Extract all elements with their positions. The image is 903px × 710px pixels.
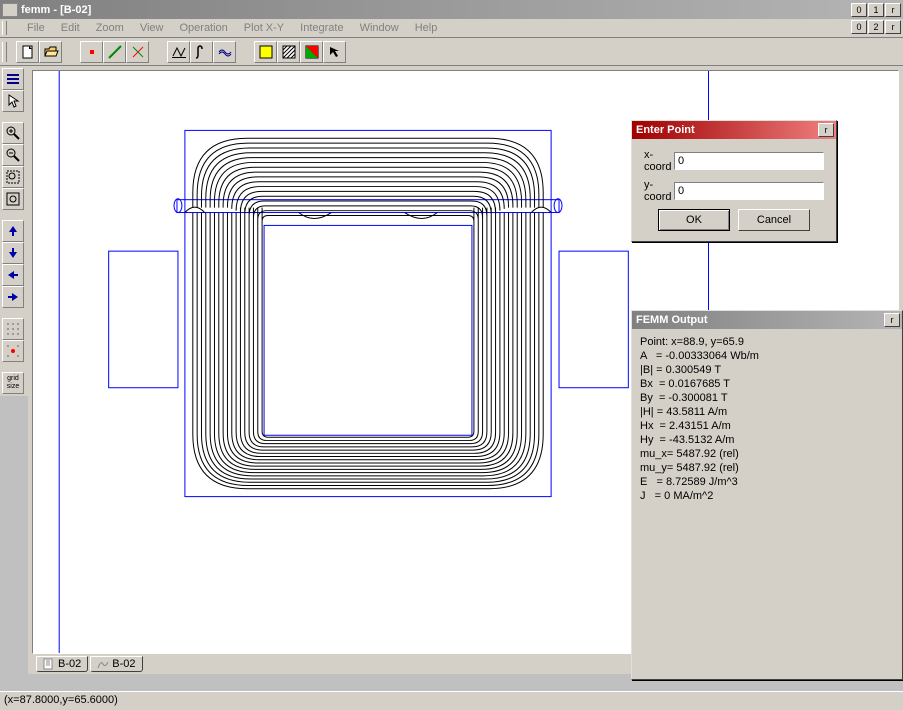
cancel-button[interactable]: Cancel bbox=[738, 209, 810, 231]
ycoord-input[interactable] bbox=[674, 182, 824, 200]
xcoord-input[interactable] bbox=[674, 152, 824, 170]
point-mode-button[interactable] bbox=[80, 41, 103, 63]
tab-label-2: B-02 bbox=[112, 658, 135, 670]
maximize-button[interactable]: 1 bbox=[868, 3, 884, 17]
window-controls: 0 1 r bbox=[851, 3, 901, 17]
output-line: A = -0.00333064 Wb/m bbox=[640, 349, 894, 363]
output-line: |H| = 43.5811 A/m bbox=[640, 405, 894, 419]
enter-point-titlebar[interactable]: Enter Point r bbox=[632, 121, 836, 139]
open-file-button[interactable] bbox=[39, 41, 62, 63]
menu-integrate[interactable]: Integrate bbox=[293, 20, 350, 36]
enter-point-dialog: Enter Point r x-coord y-coord OK Cancel bbox=[631, 120, 837, 242]
arrow-button[interactable] bbox=[323, 41, 346, 63]
coil-left bbox=[109, 251, 178, 388]
menu-file[interactable]: File bbox=[20, 20, 52, 36]
femm-output-close-button[interactable]: r bbox=[884, 313, 900, 327]
minimize-button[interactable]: 0 bbox=[851, 3, 867, 17]
output-line: Hx = 2.43151 A/m bbox=[640, 419, 894, 433]
pointer-tool-button[interactable] bbox=[2, 90, 24, 112]
enter-point-title: Enter Point bbox=[634, 124, 818, 136]
left-toolbar: gridsize bbox=[0, 66, 28, 396]
ok-button[interactable]: OK bbox=[658, 209, 730, 231]
core-inner bbox=[264, 225, 472, 435]
menu-view[interactable]: View bbox=[133, 20, 171, 36]
mdi-window-controls: 0 2 r bbox=[851, 20, 901, 34]
mesh-mode-button[interactable] bbox=[213, 41, 236, 63]
mdi-close-button[interactable]: r bbox=[885, 20, 901, 34]
move-left-button[interactable] bbox=[2, 264, 24, 286]
grid-size-button[interactable]: gridsize bbox=[2, 372, 24, 394]
menu-edit[interactable]: Edit bbox=[54, 20, 87, 36]
move-up-button[interactable] bbox=[2, 220, 24, 242]
grid-toggle-button[interactable] bbox=[2, 318, 24, 340]
airgap-end-right bbox=[554, 199, 562, 213]
density-plot-button[interactable] bbox=[254, 41, 277, 63]
coil-right bbox=[559, 251, 628, 388]
zoom-fit-button[interactable] bbox=[2, 188, 24, 210]
segment-mode-button[interactable] bbox=[103, 41, 126, 63]
new-file-button[interactable] bbox=[16, 41, 39, 63]
boundary-rect bbox=[59, 71, 708, 653]
menu-help[interactable]: Help bbox=[408, 20, 445, 36]
status-coords: (x=87.8000,y=65.6000) bbox=[4, 694, 118, 706]
app-title: femm - [B-02] bbox=[21, 4, 851, 16]
zoom-out-button[interactable] bbox=[2, 144, 24, 166]
output-line: Point: x=88.9, y=65.9 bbox=[640, 335, 894, 349]
menu-plotxy[interactable]: Plot X-Y bbox=[237, 20, 291, 36]
output-line: |B| = 0.300549 T bbox=[640, 363, 894, 377]
output-line: E = 8.72589 J/m^3 bbox=[640, 475, 894, 489]
contour-mode-button[interactable] bbox=[167, 41, 190, 63]
document-tabs: B-02 B-02 bbox=[36, 656, 143, 672]
femm-output-title: FEMM Output bbox=[634, 314, 884, 326]
move-right-button[interactable] bbox=[2, 286, 24, 308]
output-line: Bx = 0.0167685 T bbox=[640, 377, 894, 391]
snap-toggle-button[interactable] bbox=[2, 340, 24, 362]
plot-icon bbox=[97, 658, 109, 670]
tab-label-1: B-02 bbox=[58, 658, 81, 670]
tab-doc-1[interactable]: B-02 bbox=[36, 656, 88, 672]
menu-zoom[interactable]: Zoom bbox=[89, 20, 131, 36]
ycoord-label: y-coord bbox=[644, 179, 674, 203]
mdi-restore-button[interactable]: 2 bbox=[868, 20, 884, 34]
color-plot-button[interactable] bbox=[300, 41, 323, 63]
arc-mode-button[interactable] bbox=[126, 41, 149, 63]
zoom-window-button[interactable] bbox=[2, 166, 24, 188]
flux-lines bbox=[193, 138, 543, 488]
output-line: mu_x= 5487.92 (rel) bbox=[640, 447, 894, 461]
femm-output-body: Point: x=88.9, y=65.9 A = -0.00333064 Wb… bbox=[632, 329, 902, 679]
mdi-minimize-button[interactable]: 0 bbox=[851, 20, 867, 34]
doc-icon bbox=[43, 658, 55, 670]
airgap-end-left bbox=[174, 199, 182, 213]
xcoord-label: x-coord bbox=[644, 149, 674, 173]
integral-mode-button[interactable] bbox=[190, 41, 213, 63]
femm-output-panel: FEMM Output r Point: x=88.9, y=65.9 A = … bbox=[631, 310, 903, 680]
output-line: mu_y= 5487.92 (rel) bbox=[640, 461, 894, 475]
analysis-button[interactable] bbox=[2, 68, 24, 90]
core-outer bbox=[185, 130, 551, 496]
app-icon bbox=[2, 3, 18, 17]
app-titlebar: femm - [B-02] 0 1 r bbox=[0, 0, 903, 19]
tab-doc-2[interactable]: B-02 bbox=[90, 656, 142, 672]
menu-operation[interactable]: Operation bbox=[172, 20, 234, 36]
output-line: Hy = -43.5132 A/m bbox=[640, 433, 894, 447]
statusbar: (x=87.8000,y=65.6000) bbox=[0, 691, 903, 710]
hatch-plot-button[interactable] bbox=[277, 41, 300, 63]
zoom-in-button[interactable] bbox=[2, 122, 24, 144]
close-button[interactable]: r bbox=[885, 3, 901, 17]
output-line: J = 0 MA/m^2 bbox=[640, 489, 894, 503]
menubar: File Edit Zoom View Operation Plot X-Y I… bbox=[0, 19, 903, 38]
menu-window[interactable]: Window bbox=[353, 20, 406, 36]
enter-point-close-button[interactable]: r bbox=[818, 123, 834, 137]
top-toolbar bbox=[0, 38, 903, 66]
move-down-button[interactable] bbox=[2, 242, 24, 264]
output-line: By = -0.300081 T bbox=[640, 391, 894, 405]
femm-output-titlebar[interactable]: FEMM Output r bbox=[632, 311, 902, 329]
